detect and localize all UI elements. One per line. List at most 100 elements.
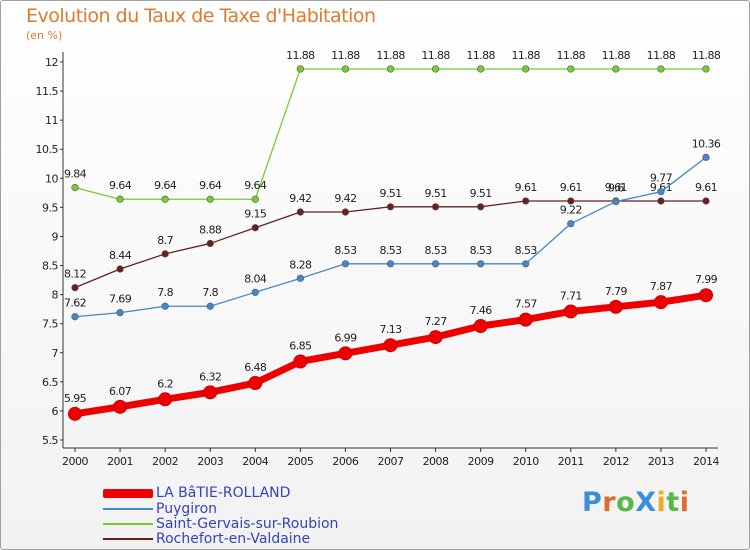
data-point bbox=[567, 65, 575, 73]
legend-label: Rochefort-en-Valdaine bbox=[156, 531, 311, 547]
data-label: 9.64 bbox=[154, 179, 177, 192]
data-point bbox=[341, 260, 350, 268]
x-tick-label: 2003 bbox=[197, 455, 223, 468]
data-point bbox=[116, 195, 124, 203]
data-point bbox=[612, 197, 620, 206]
data-point bbox=[206, 195, 214, 203]
legend-label: Puygiron bbox=[156, 501, 218, 517]
data-label: 9.61 bbox=[695, 181, 717, 194]
data-label: 9.77 bbox=[650, 172, 673, 185]
legend-swatch bbox=[103, 508, 153, 510]
data-point bbox=[702, 65, 710, 73]
y-tick-label: 10 bbox=[45, 172, 58, 185]
data-point bbox=[251, 195, 259, 203]
data-point bbox=[71, 313, 79, 321]
legend-swatch bbox=[103, 489, 153, 498]
data-label: 9.84 bbox=[64, 168, 87, 181]
data-label: 7.8 bbox=[202, 286, 218, 299]
x-tick-label: 2012 bbox=[603, 455, 629, 468]
data-label: 8.7 bbox=[157, 234, 173, 247]
data-point bbox=[296, 65, 304, 73]
data-point bbox=[702, 197, 710, 205]
data-label: 8.53 bbox=[425, 244, 448, 257]
data-point bbox=[431, 260, 440, 268]
data-label: 9.61 bbox=[650, 181, 672, 194]
data-label: 6.99 bbox=[334, 331, 357, 344]
data-point bbox=[338, 346, 353, 361]
y-tick-label: 12 bbox=[45, 56, 58, 69]
y-tick-label: 7 bbox=[52, 347, 59, 360]
data-point bbox=[161, 250, 169, 258]
data-point bbox=[68, 406, 82, 421]
data-label: 9.51 bbox=[470, 187, 492, 200]
data-label: 6.48 bbox=[244, 361, 267, 374]
data-label: 8.88 bbox=[199, 223, 222, 236]
data-point bbox=[567, 197, 575, 205]
x-tick-label: 2000 bbox=[62, 455, 88, 468]
data-point bbox=[386, 260, 395, 268]
data-label: 9.64 bbox=[199, 179, 222, 192]
data-label: 11.88 bbox=[557, 49, 586, 62]
data-label: 7.71 bbox=[560, 289, 582, 302]
x-tick-label: 2004 bbox=[242, 455, 268, 468]
data-label: 11.88 bbox=[466, 49, 495, 62]
data-label: 9.42 bbox=[289, 192, 311, 205]
data-point bbox=[161, 302, 169, 310]
legend-label: Saint-Gervais-sur-Roubion bbox=[156, 516, 339, 532]
data-label: 9.64 bbox=[244, 179, 267, 192]
data-label: 7.13 bbox=[379, 323, 402, 336]
data-label: 7.87 bbox=[650, 280, 673, 293]
data-point bbox=[158, 392, 173, 407]
y-tick-label: 8 bbox=[52, 289, 59, 302]
data-label: 6.85 bbox=[289, 339, 312, 352]
data-point bbox=[431, 65, 440, 73]
data-point bbox=[431, 203, 440, 211]
data-label: 11.88 bbox=[692, 49, 721, 62]
data-point bbox=[71, 284, 79, 292]
data-label: 6.2 bbox=[157, 377, 173, 390]
data-label: 7.8 bbox=[157, 286, 173, 299]
data-point bbox=[702, 153, 710, 161]
data-label: 8.44 bbox=[109, 249, 132, 262]
data-point bbox=[248, 376, 263, 391]
x-tick-label: 2009 bbox=[468, 455, 494, 468]
data-label: 9.51 bbox=[379, 187, 401, 200]
y-tick-label: 11.5 bbox=[36, 85, 59, 98]
data-point bbox=[477, 203, 485, 211]
chart-unit: (en %) bbox=[26, 29, 63, 42]
data-label: 8.53 bbox=[379, 244, 402, 257]
data-label: 7.57 bbox=[515, 298, 538, 311]
y-tick-label: 8.5 bbox=[42, 260, 58, 273]
y-tick-label: 7.5 bbox=[42, 318, 58, 331]
x-tick-label: 2002 bbox=[152, 455, 178, 468]
data-label: 8.28 bbox=[289, 258, 312, 271]
data-label: 5.95 bbox=[64, 392, 87, 405]
data-label: 11.88 bbox=[376, 49, 405, 62]
brand-letter: t bbox=[666, 487, 680, 518]
brand-letter: i bbox=[656, 487, 667, 518]
data-label: 7.79 bbox=[605, 285, 628, 298]
data-point bbox=[296, 274, 304, 282]
legend-swatch bbox=[103, 523, 153, 525]
data-point bbox=[563, 304, 578, 319]
x-tick-label: 2011 bbox=[558, 455, 584, 468]
x-tick-label: 2010 bbox=[513, 455, 539, 468]
data-point bbox=[161, 195, 169, 203]
data-point bbox=[518, 312, 533, 327]
data-label: 11.88 bbox=[602, 49, 631, 62]
data-label: 9.64 bbox=[109, 179, 132, 192]
data-point bbox=[428, 330, 443, 345]
brand-letter: o bbox=[616, 487, 636, 518]
data-point bbox=[251, 224, 259, 232]
data-point bbox=[657, 188, 665, 196]
legend-label: LA BâTIE-ROLLAND bbox=[156, 485, 291, 501]
y-tick-label: 11 bbox=[45, 114, 58, 127]
data-point bbox=[296, 208, 304, 216]
data-label: 9.6 bbox=[608, 182, 624, 195]
data-label: 6.07 bbox=[109, 385, 132, 398]
data-label: 7.46 bbox=[470, 304, 493, 317]
data-label: 8.53 bbox=[470, 244, 493, 257]
x-tick-label: 2001 bbox=[107, 455, 133, 468]
data-label: 9.42 bbox=[334, 192, 356, 205]
